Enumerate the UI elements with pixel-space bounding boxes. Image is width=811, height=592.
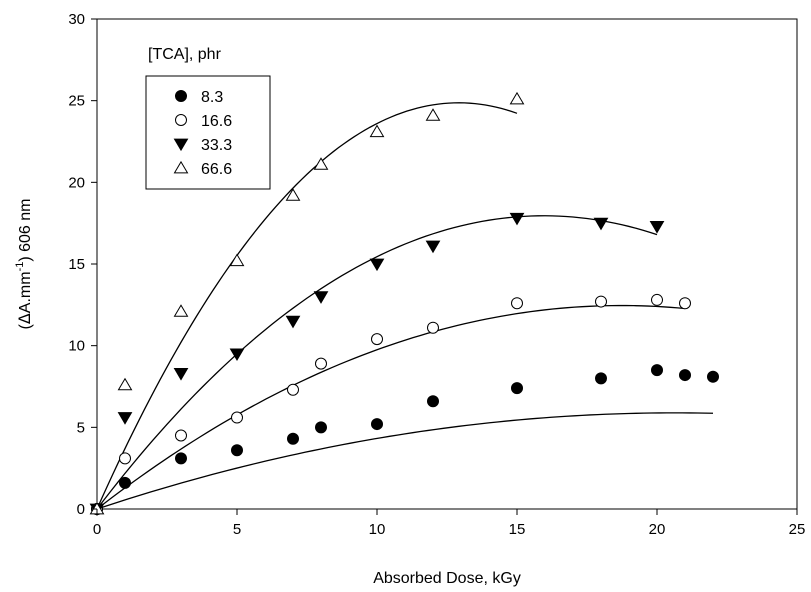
data-point	[371, 333, 383, 346]
data-point	[425, 108, 441, 121]
data-point	[287, 383, 299, 396]
y-tick-label: 30	[68, 11, 85, 28]
data-point	[651, 293, 663, 306]
data-point	[679, 369, 691, 382]
data-point	[231, 444, 243, 457]
y-tick-label: 25	[68, 93, 85, 110]
legend-label: 8.3	[201, 89, 223, 106]
y-axis-title-suffix: ) 606 nm	[17, 199, 34, 262]
data-point	[707, 370, 719, 383]
fit-curve	[96, 102, 518, 510]
data-point	[371, 418, 383, 431]
data-point	[509, 212, 525, 226]
y-axis-title: (ΔA.mm-1) 606 nm	[14, 199, 34, 330]
data-point	[509, 91, 525, 105]
data-point	[315, 421, 327, 434]
legend-marker	[175, 114, 187, 126]
data-point	[369, 258, 385, 272]
data-point	[427, 321, 439, 334]
y-tick-label: 10	[68, 338, 85, 355]
fit-curve	[96, 215, 658, 510]
data-point	[511, 382, 523, 395]
data-point	[117, 377, 133, 391]
x-tick-label: 25	[789, 521, 806, 538]
y-axis-title-prefix: (	[17, 323, 34, 329]
legend: [TCA], phr 8.3 16.6 33.3 66.6	[145, 46, 271, 190]
x-tick-label: 5	[233, 521, 241, 538]
legend-marker	[173, 160, 189, 174]
data-point	[427, 395, 439, 408]
legend-items: 8.3 16.6 33.3 66.6	[173, 89, 232, 178]
data-point	[231, 411, 243, 424]
legend-label: 16.6	[201, 113, 232, 130]
data-points	[89, 91, 719, 517]
fit-curve	[96, 412, 714, 510]
data-point	[679, 297, 691, 310]
data-point	[173, 304, 189, 317]
y-axis-title-main: A.mm	[17, 271, 34, 313]
y-tick-label: 5	[77, 419, 85, 436]
data-point	[229, 348, 245, 361]
y-axis-title-superscript: -1	[14, 262, 26, 272]
fit-curve	[96, 304, 686, 510]
data-point	[287, 432, 299, 445]
data-point	[651, 364, 663, 377]
data-point	[313, 291, 329, 304]
data-point	[593, 217, 609, 231]
y-tick-label: 15	[68, 256, 85, 273]
data-point	[175, 452, 187, 465]
data-point	[173, 368, 189, 381]
data-point	[425, 240, 441, 254]
data-point	[175, 429, 187, 442]
legend-label: 33.3	[201, 137, 232, 154]
data-point	[595, 372, 607, 385]
data-point	[119, 452, 131, 465]
data-point	[117, 412, 133, 425]
data-point	[649, 221, 665, 234]
data-point	[595, 295, 607, 308]
legend-marker	[175, 90, 187, 102]
y-axis-ticks: 0 5 10 15 20 25 30	[68, 11, 97, 518]
x-axis-title: Absorbed Dose, kGy	[373, 570, 521, 587]
data-point	[511, 297, 523, 310]
data-point	[229, 253, 245, 267]
legend-title: [TCA], phr	[148, 46, 222, 63]
legend-box	[145, 75, 271, 190]
y-axis-title-delta: Δ	[15, 313, 34, 324]
x-tick-label: 15	[509, 521, 526, 538]
data-point	[119, 476, 131, 489]
data-point	[369, 124, 385, 138]
x-axis-ticks: 0 5 10 15 20 25	[93, 509, 806, 538]
legend-marker	[173, 138, 189, 152]
x-tick-label: 0	[93, 521, 101, 538]
legend-label: 66.6	[201, 161, 232, 178]
x-tick-label: 10	[369, 521, 386, 538]
data-point	[313, 157, 329, 170]
fit-curves	[96, 102, 714, 510]
y-tick-label: 0	[77, 501, 85, 518]
x-tick-label: 20	[649, 521, 666, 538]
data-point	[315, 357, 327, 370]
data-point	[285, 188, 301, 201]
y-tick-label: 20	[68, 174, 85, 191]
data-point	[285, 315, 301, 329]
